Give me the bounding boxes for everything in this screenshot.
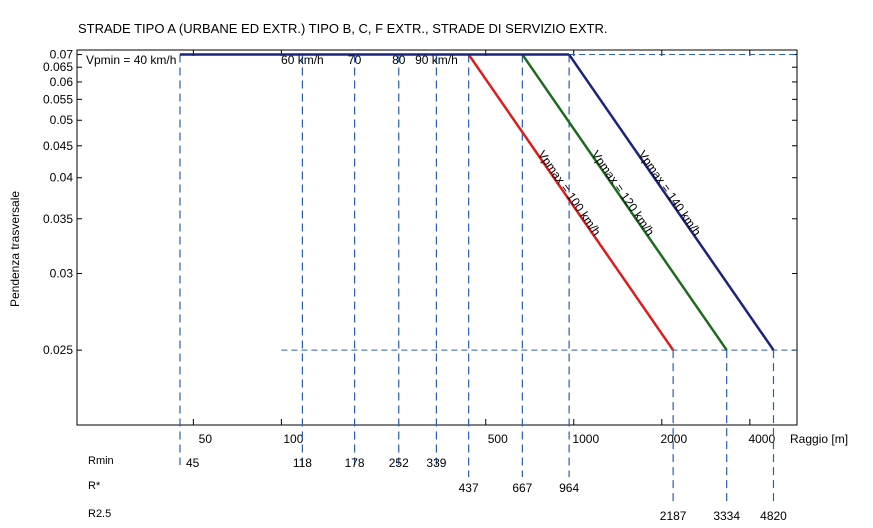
vpmin-label: 90 km/h: [415, 53, 458, 67]
x-axis-label: Raggio [m]: [790, 432, 848, 446]
vpmin-label: 70: [348, 53, 362, 67]
y-tick-label: 0.06: [50, 75, 74, 89]
y-tick-label: 0.065: [43, 60, 73, 74]
chart-title: STRADE TIPO A (URBANE ED EXTR.) TIPO B, …: [78, 21, 607, 36]
ref-value-label: 118: [293, 456, 312, 470]
x-tick-label: 2000: [660, 432, 687, 446]
vpmin-label: 80: [392, 53, 406, 67]
y-tick-label: 0.07: [50, 48, 74, 62]
vpmin-label: Vpmin = 40 km/h: [86, 53, 176, 67]
ref-value-label: 437: [459, 481, 479, 495]
ref-row-label: R*: [88, 480, 101, 492]
ref-value-label: 4820: [760, 509, 787, 523]
ref-value-label: 964: [559, 481, 579, 495]
y-tick-label: 0.04: [50, 171, 74, 185]
y-tick-label: 0.055: [43, 92, 73, 106]
ref-value-label: 339: [426, 456, 446, 470]
y-tick-label: 0.035: [43, 212, 73, 226]
y-tick-label: 0.025: [43, 343, 73, 357]
x-tick-label: 500: [488, 432, 508, 446]
ref-value-label: 178: [345, 456, 365, 470]
ref-value-label: 3334: [713, 509, 740, 523]
y-tick-label: 0.05: [50, 113, 74, 127]
x-tick-label: 100: [283, 432, 303, 446]
x-tick-label: 1000: [572, 432, 599, 446]
x-tick-label: 4000: [748, 432, 775, 446]
series-line: [467, 53, 675, 351]
ref-row-label: Rmin: [88, 455, 114, 467]
y-axis-label: Pendenza trasversale: [8, 191, 22, 307]
y-tick-label: 0.045: [43, 139, 73, 153]
series-line: [568, 53, 775, 351]
series-line: [521, 53, 728, 351]
ref-row-label: R2.5: [88, 508, 111, 520]
x-tick-label: 50: [199, 432, 213, 446]
ref-value-label: 252: [389, 456, 409, 470]
ref-value-label: 2187: [660, 509, 687, 523]
vpmin-label: 60 km/h: [281, 53, 324, 67]
ref-value-label: 667: [512, 481, 532, 495]
y-tick-label: 0.03: [50, 267, 74, 281]
ref-value-label: 45: [186, 456, 200, 470]
